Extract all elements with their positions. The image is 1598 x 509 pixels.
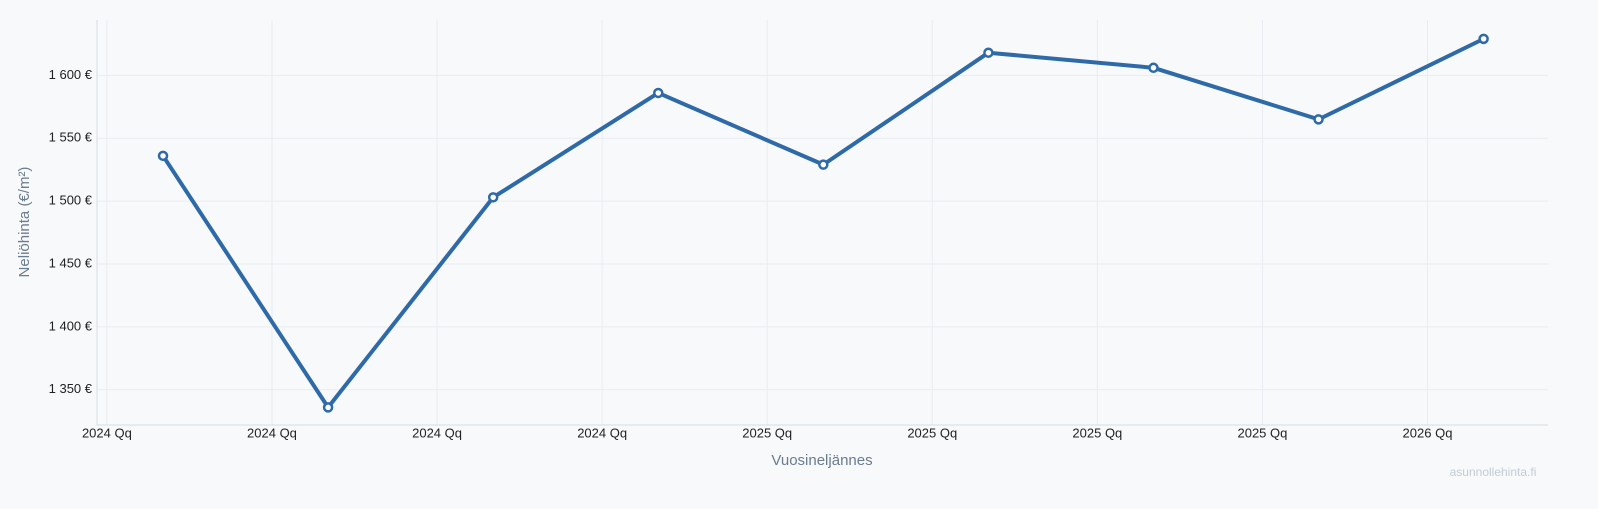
x-tick-label: 2024 Qq [412,425,462,440]
x-tick-label: 2026 Qq [1403,425,1453,440]
point [818,159,829,170]
point [1478,33,1489,45]
y-tick-label: 1 500 € [49,193,93,208]
x-tick-label: 2025 Qq [907,425,957,440]
x-tick-label: 2025 Qq [1072,425,1122,440]
watermark: asunnollehinta.fi [1450,465,1537,479]
y-tick-label: 1 350 € [49,381,93,396]
x-tick-label: 2025 Qq [742,425,792,440]
point [983,47,994,58]
y-tick-label: 1 400 € [49,318,93,333]
x-tick-label: 2024 Qq [577,425,627,440]
line [161,37,1485,410]
point [1148,62,1159,74]
x-tick-label: 2024 Qq [82,425,132,440]
point [322,402,334,413]
x-axis-label: Vuosineljännes [771,452,872,469]
point [157,150,169,162]
point [1313,114,1324,125]
point [653,87,664,99]
y-axis-label: Neliöhinta (€/m²) [16,167,33,278]
point [487,192,499,203]
x-tick-label: 2024 Qq [247,425,297,440]
y-tick-label: 1 550 € [49,130,93,145]
x-tick-label: 2025 Qq [1237,425,1287,440]
y-tick-label: 1 450 € [49,255,93,270]
y-tick-label: 1 600 € [49,67,93,82]
